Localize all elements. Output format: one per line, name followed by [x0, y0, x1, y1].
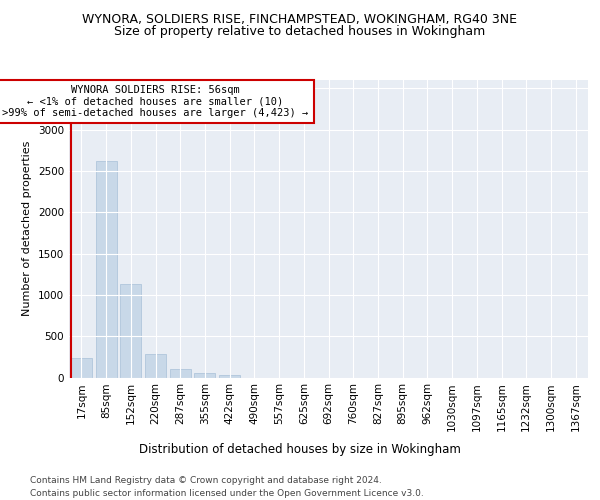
Y-axis label: Number of detached properties: Number of detached properties: [22, 141, 32, 316]
Bar: [219, 375, 240, 378]
Bar: [71, 358, 92, 378]
Bar: [170, 369, 191, 378]
Text: Size of property relative to detached houses in Wokingham: Size of property relative to detached ho…: [115, 25, 485, 38]
Bar: [120, 284, 141, 378]
Text: WYNORA SOLDIERS RISE: 56sqm
← <1% of detached houses are smaller (10)
>99% of se: WYNORA SOLDIERS RISE: 56sqm ← <1% of det…: [2, 85, 308, 118]
Bar: [194, 374, 215, 378]
Text: WYNORA, SOLDIERS RISE, FINCHAMPSTEAD, WOKINGHAM, RG40 3NE: WYNORA, SOLDIERS RISE, FINCHAMPSTEAD, WO…: [83, 12, 517, 26]
Bar: [145, 354, 166, 378]
Bar: [95, 161, 116, 378]
Text: Contains HM Land Registry data © Crown copyright and database right 2024.
Contai: Contains HM Land Registry data © Crown c…: [30, 476, 424, 498]
Text: Distribution of detached houses by size in Wokingham: Distribution of detached houses by size …: [139, 442, 461, 456]
